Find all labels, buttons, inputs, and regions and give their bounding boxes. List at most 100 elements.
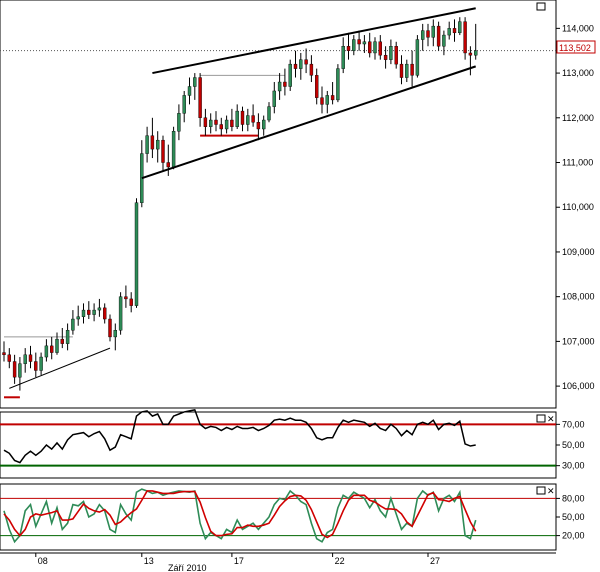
- candle: [118, 292, 123, 335]
- candle-body-down: [309, 63, 314, 76]
- price-axis: 114,000 113,000 112,000 111,000 110,000 109,0…: [556, 23, 595, 391]
- candle: [368, 32, 372, 58]
- candle: [394, 41, 398, 69]
- candle: [389, 39, 393, 65]
- candle-body-up: [39, 356, 43, 371]
- candle-body-up: [352, 39, 356, 51]
- candle-body-down: [383, 54, 388, 60]
- maximize-rsi-panel-button[interactable]: [536, 414, 546, 423]
- time-tick-label: 27: [430, 556, 440, 566]
- candle: [251, 104, 255, 127]
- maximize-price-panel-button[interactable]: [536, 2, 546, 11]
- candle-body-up: [18, 363, 22, 378]
- candle-body-down: [28, 354, 33, 362]
- candle: [129, 292, 133, 313]
- candle: [267, 102, 271, 123]
- candle: [383, 46, 388, 69]
- candle: [421, 23, 425, 51]
- candle: [304, 48, 308, 74]
- candle: [373, 37, 377, 60]
- candle: [50, 336, 54, 360]
- candle-body-down: [320, 97, 324, 105]
- candle-body-up: [442, 34, 446, 47]
- candle-body-up: [171, 131, 176, 168]
- stochastic-line-d: [3, 490, 477, 539]
- rsi-line: [3, 409, 476, 464]
- candle-body-up: [447, 28, 451, 36]
- candle-body-down: [219, 124, 224, 130]
- last-price-tag: 113,502: [556, 40, 596, 54]
- candle: [108, 314, 112, 342]
- candle: [219, 117, 224, 136]
- candle: [12, 354, 17, 384]
- candle: [426, 23, 430, 47]
- candle-body-down: [357, 39, 361, 45]
- price-tick-label: 113,000: [562, 68, 594, 78]
- candle: [18, 357, 22, 391]
- candle-body-up: [272, 90, 276, 107]
- candle-body-up: [44, 345, 49, 358]
- stochastic-axis: 80,00 50,00 20,00: [556, 493, 585, 541]
- close-stochastic-panel-icon[interactable]: ✕: [547, 486, 555, 496]
- candle-body-up: [97, 307, 102, 311]
- candle: [330, 82, 335, 105]
- candle: [7, 348, 12, 369]
- price-marks: [0, 7, 556, 399]
- candle-body-up: [421, 30, 425, 40]
- trendline-lower-channel: [141, 65, 477, 180]
- candle-body-up: [277, 81, 282, 92]
- candle-body-up: [405, 63, 409, 78]
- candle: [288, 59, 292, 91]
- candle: [442, 30, 446, 56]
- candle: [161, 135, 165, 172]
- candle-body-up: [155, 139, 160, 150]
- time-tick-label: 13: [144, 556, 154, 566]
- price-tick-label: 109,000: [562, 247, 595, 257]
- candle: [399, 55, 404, 85]
- candle: [468, 46, 473, 76]
- candle-body-up: [288, 63, 292, 87]
- price-tick-label: 114,000: [562, 23, 594, 33]
- candle: [145, 126, 149, 163]
- candle: [166, 144, 171, 176]
- candle-body-down: [283, 81, 287, 87]
- maximize-stochastic-panel-button[interactable]: [536, 486, 546, 495]
- candle-body-down: [166, 162, 171, 168]
- candle: [34, 352, 38, 378]
- candle: [55, 332, 59, 355]
- candle-body-up: [55, 338, 59, 353]
- candle: [415, 35, 420, 78]
- candle-body-down: [304, 59, 308, 65]
- candle: [277, 73, 282, 100]
- stochastic-marks: [0, 488, 556, 544]
- candle: [150, 117, 155, 159]
- candle-body-up: [81, 309, 86, 317]
- candle: [187, 77, 192, 105]
- candle: [299, 52, 303, 80]
- price-panel: 114,000 113,000 112,000 111,000 110,000 109,0…: [0, 0, 596, 409]
- candle-body-up: [341, 46, 345, 69]
- candle-body-down: [230, 119, 234, 127]
- candle: [458, 17, 462, 36]
- candle-body-down: [293, 63, 298, 69]
- candle: [474, 23, 478, 60]
- candle-body-up: [182, 95, 186, 114]
- candle-body-up: [23, 354, 27, 364]
- candle: [44, 339, 49, 362]
- candle: [325, 90, 329, 114]
- candle-body-down: [12, 361, 17, 378]
- candle: [81, 303, 86, 324]
- candle: [71, 310, 75, 335]
- rsi-marks: [0, 409, 556, 467]
- candle: [203, 108, 208, 136]
- candle-body-up: [208, 119, 213, 127]
- close-rsi-panel-icon[interactable]: ✕: [547, 414, 555, 424]
- stochastic-tick-label: 80,00: [562, 493, 585, 503]
- candle-body-up: [458, 21, 462, 34]
- candle-body-down: [468, 52, 473, 56]
- candle: [60, 327, 64, 349]
- candle-body-down: [198, 77, 202, 118]
- candle-body-down: [2, 352, 6, 356]
- candle-body-up: [177, 113, 181, 132]
